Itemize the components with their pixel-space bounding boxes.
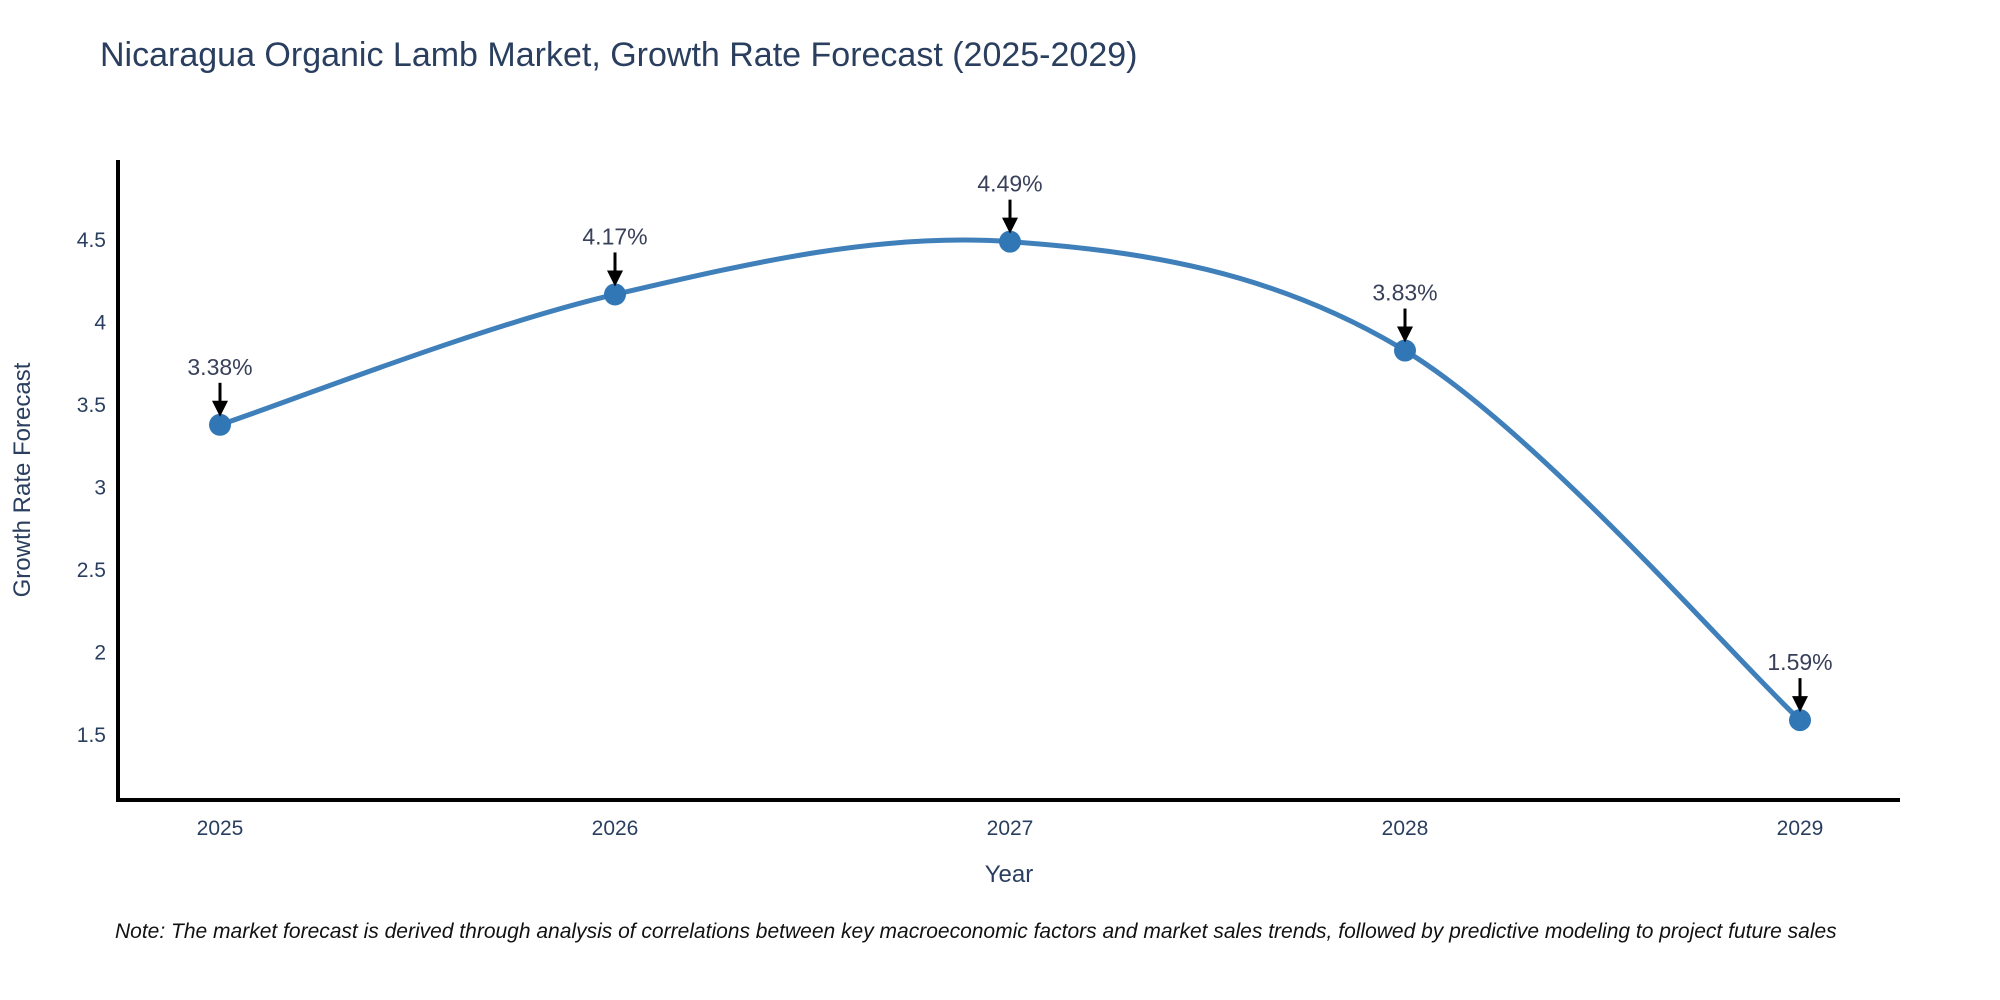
data-point-marker bbox=[604, 283, 626, 306]
point-annotation: 4.49% bbox=[977, 171, 1043, 234]
footnote: Note: The market forecast is derived thr… bbox=[115, 920, 1837, 943]
annotation-arrowhead-icon bbox=[1792, 696, 1808, 713]
x-tick-label: 2028 bbox=[1382, 817, 1429, 840]
data-point-marker bbox=[999, 230, 1021, 253]
point-annotation: 3.83% bbox=[1372, 280, 1438, 343]
chart-title: Nicaragua Organic Lamb Market, Growth Ra… bbox=[100, 36, 1137, 74]
point-value-label: 4.49% bbox=[977, 171, 1042, 197]
x-tick-label: 2026 bbox=[592, 817, 639, 840]
y-tick-label: 1.5 bbox=[77, 724, 106, 747]
annotation-arrowhead-icon bbox=[607, 270, 623, 287]
point-value-label: 4.17% bbox=[582, 223, 647, 249]
annotation-arrowhead-icon bbox=[1002, 217, 1018, 234]
data-series bbox=[209, 230, 1811, 732]
point-value-label: 3.38% bbox=[187, 354, 252, 380]
data-point-marker bbox=[1789, 709, 1811, 732]
y-tick-label: 2 bbox=[94, 642, 106, 665]
annotation-arrowhead-icon bbox=[212, 400, 228, 417]
y-tick-label: 2.5 bbox=[77, 559, 106, 582]
axes: 4.5 4 3.5 3 2.5 2 1.5 2025 2026 2027 2028 2029 bbox=[77, 160, 1900, 840]
data-point-marker bbox=[1394, 339, 1416, 362]
data-point-marker bbox=[209, 413, 231, 436]
x-tick-label: 2027 bbox=[987, 817, 1034, 840]
y-tick-label: 3 bbox=[94, 477, 106, 500]
y-tick-label: 4 bbox=[94, 312, 106, 335]
y-tick-label: 3.5 bbox=[77, 394, 106, 417]
point-value-label: 3.83% bbox=[1372, 280, 1437, 306]
point-annotation: 3.38% bbox=[187, 354, 253, 417]
annotation-arrowhead-icon bbox=[1397, 326, 1413, 343]
x-tick-label: 2025 bbox=[197, 817, 244, 840]
point-annotation: 1.59% bbox=[1767, 649, 1833, 713]
y-axis-title: Growth Rate Forecast bbox=[9, 362, 36, 597]
point-value-label: 1.59% bbox=[1767, 649, 1832, 675]
point-annotation: 4.17% bbox=[582, 223, 648, 287]
annotations: 3.38% 4.17% 4.49% 3.83% 1.59% bbox=[187, 171, 1833, 713]
series-line bbox=[217, 237, 1803, 723]
y-tick-label: 4.5 bbox=[77, 229, 106, 252]
x-axis-title: Year bbox=[985, 861, 1034, 888]
x-tick-label: 2029 bbox=[1777, 817, 1824, 840]
